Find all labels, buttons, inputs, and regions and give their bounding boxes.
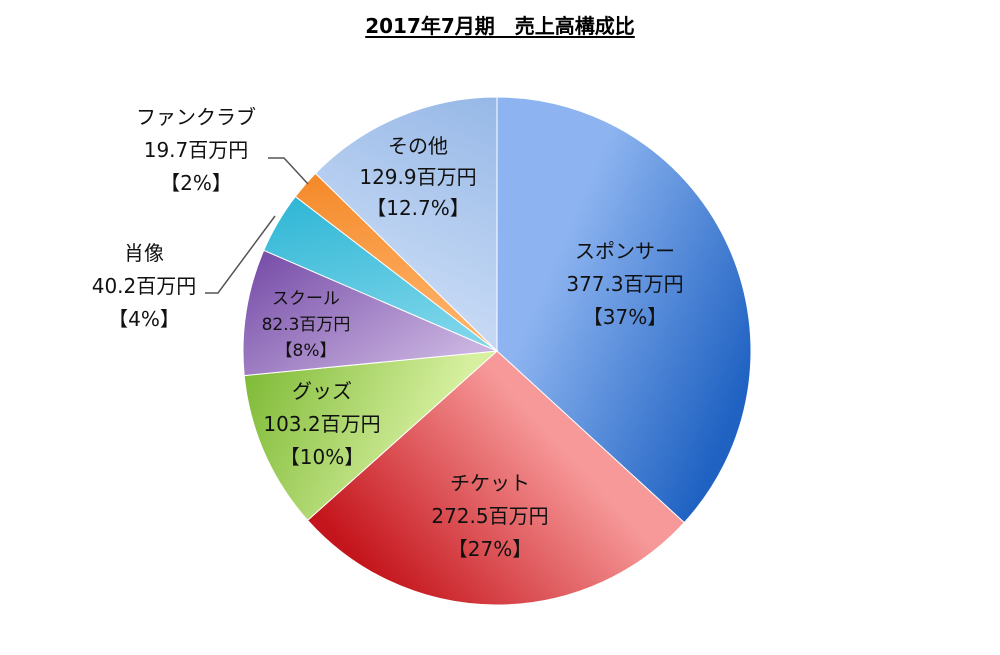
pie-slice-6: [314, 96, 498, 353]
slice-label-name: その他: [388, 134, 448, 158]
slice-label-name: チケット: [450, 471, 530, 495]
pie-slice-0: [496, 96, 752, 524]
slice-label-pct: 【4%】: [108, 307, 180, 331]
slice-label-name: グッズ: [292, 379, 352, 403]
slice-label-value: 19.7百万円: [144, 138, 249, 162]
slice-label-value: 103.2百万円: [263, 412, 380, 436]
slice-label-pct: 【10%】: [280, 445, 364, 469]
pie-slices: [242, 96, 752, 606]
pie-slice-3: [242, 249, 498, 377]
slice-label-pct: 【8%】: [276, 341, 337, 361]
leader-line-5: [268, 157, 309, 185]
slice-label-pct: 【2%】: [160, 171, 232, 195]
slice-label-name: スクール: [272, 289, 340, 309]
slice-label-pct: 【12.7%】: [366, 196, 470, 220]
slice-label-pct: 【37%】: [583, 305, 667, 329]
slice-label-value: 40.2百万円: [92, 274, 197, 298]
slice-label-value: 129.9百万円: [359, 165, 476, 189]
chart-title: 2017年7月期 売上高構成比: [365, 14, 635, 38]
slice-label-value: 82.3百万円: [262, 315, 351, 335]
slice-label-pct: 【27%】: [448, 537, 532, 561]
slice-label-value: 377.3百万円: [566, 272, 683, 296]
slice-label-name: スポンサー: [575, 239, 675, 263]
leader-line-4: [205, 215, 276, 294]
slice-labels: スポンサー 377.3百万円【37%】チケット 272.5百万円【27%】 グッズ 10…: [92, 105, 684, 561]
slice-label-name: 肖像: [124, 241, 164, 265]
pie-slice-2: [243, 350, 499, 522]
pie-slice-1: [306, 350, 685, 606]
leader-lines: [205, 157, 309, 294]
slice-label-name: ファンクラブ: [136, 105, 256, 129]
slice-label-value: 272.5百万円: [431, 504, 548, 528]
